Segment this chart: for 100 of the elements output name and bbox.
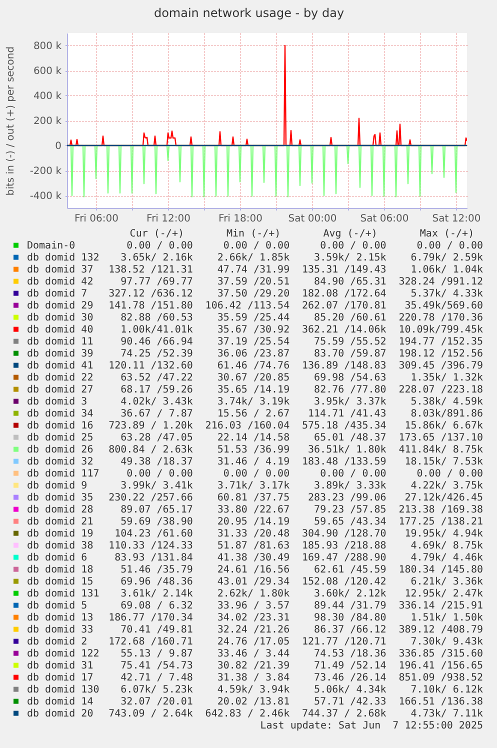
y-tick-label: -400 k (30, 191, 62, 202)
text: 3.60k/ 2.12k (314, 588, 386, 600)
text: 84.90 /65.31 (314, 276, 386, 288)
x-tick-label: Fri 18:00 (218, 214, 262, 224)
legend-label: db domid 40 (27, 324, 94, 336)
text: 172.68 /160.71 (108, 636, 193, 648)
text: 309.45 /396.79 (398, 360, 483, 372)
text: 97.77 /69.77 (120, 276, 193, 288)
text: 22.14 /14.58 (217, 432, 290, 444)
text: 110.33 /124.33 (108, 540, 193, 552)
text: 5.37k/ 4.33k (410, 288, 483, 300)
text: 4.69k/ 8.75k (410, 540, 483, 552)
text: 83.93 /131.84 (114, 552, 193, 564)
text: 68.17 /59.26 (120, 384, 193, 396)
text: 59.69 /38.90 (120, 516, 193, 528)
text: 328.24 /991.12 (398, 276, 483, 288)
text: 65.01 /48.37 (314, 432, 386, 444)
text: 85.20 /60.61 (314, 312, 386, 324)
legend-label: db domid 37 (27, 264, 94, 276)
text: 71.49 /52.14 (314, 660, 386, 672)
text: 4.22k/ 3.75k (410, 480, 483, 492)
text: 1.00k/41.01k (120, 324, 193, 336)
text: 304.90 /128.70 (302, 528, 386, 540)
legend-label: db domid 22 (27, 372, 94, 384)
legend-label: db domid 20 (27, 708, 94, 720)
text: 37.19 /25.54 (217, 336, 290, 348)
legend-label: db domid 19 (27, 528, 94, 540)
text: 0.00 / 0.00 (320, 468, 386, 480)
legend-label: db domid 42 (27, 276, 94, 288)
text: Cur (-/+) (130, 228, 184, 240)
text: 362.21 /14.06k (302, 324, 386, 336)
legend-label: db domid 13 (27, 612, 94, 624)
text: 35.67 /30.92 (217, 324, 290, 336)
legend-label: db domid 26 (27, 444, 94, 456)
text: 194.77 /152.35 (398, 336, 483, 348)
text: 41.38 /30.49 (217, 552, 290, 564)
text: 3.89k/ 3.33k (314, 480, 386, 492)
text: 121.77 /120.71 (302, 636, 386, 648)
y-tick-label: -200 k (30, 166, 62, 177)
legend-label: db domid 3 (27, 396, 88, 408)
text: 60.81 /37.75 (217, 492, 290, 504)
legend-label: db domid 25 (27, 432, 94, 444)
text: 63.28 /47.05 (120, 432, 193, 444)
text: 185.93 /218.88 (302, 540, 386, 552)
text: 74.25 /52.39 (120, 348, 193, 360)
legend-label: db domid 130 (27, 684, 100, 696)
text: 33.96 / 3.57 (217, 600, 290, 612)
text: 35.59 /25.44 (217, 312, 290, 324)
text: 220.78 /170.36 (398, 312, 483, 324)
text: 7.30k/ 9.43k (410, 636, 483, 648)
legend-label: db domid 9 (27, 480, 88, 492)
text: 182.08 /172.64 (302, 288, 386, 300)
text: 0.00 / 0.00 (126, 468, 193, 480)
text: 62.61 /45.59 (314, 564, 386, 576)
text: 49.38 /18.37 (120, 456, 193, 468)
legend-label: db domid 11 (27, 336, 94, 348)
text: 32.07 /20.01 (120, 696, 193, 708)
text: 5.06k/ 4.34k (314, 684, 386, 696)
text: 90.46 /66.94 (120, 336, 193, 348)
legend-label: db domid 35 (27, 492, 94, 504)
text: 411.84k/ 8.75k (398, 444, 483, 456)
text: 4.79k/ 4.46k (410, 552, 483, 564)
text: 86.37 /66.12 (314, 624, 386, 636)
text: 228.07 /223.18 (398, 384, 483, 396)
text: 166.51 /136.38 (398, 696, 483, 708)
text: 169.47 /288.90 (302, 552, 386, 564)
text: 19.95k/ 4.94k (404, 528, 483, 540)
text: 32.24 /21.26 (217, 624, 290, 636)
legend-label: db domid 33 (27, 624, 94, 636)
text: 106.42 /113.54 (205, 300, 290, 312)
text: 42.71 / 7.48 (120, 672, 193, 684)
text: 73.46 /26.14 (314, 672, 386, 684)
text: 47.74 /31.99 (217, 264, 290, 276)
legend-label: db domid 39 (27, 348, 94, 360)
text: 136.89 /148.83 (302, 360, 386, 372)
text: 51.46 /35.79 (120, 564, 193, 576)
legend-label: db domid 131 (27, 588, 100, 600)
text: 177.25 /138.21 (398, 516, 483, 528)
text: 0.00 / 0.00 (126, 240, 193, 252)
legend-label: db domid 14 (27, 696, 94, 708)
text: 24.61 /16.56 (217, 564, 290, 576)
y-axis-title: bits in (-) / out (+) per second (6, 46, 16, 196)
text: 173.65 /137.10 (398, 432, 483, 444)
legend-label: db domid 27 (27, 384, 94, 396)
x-tick-label: Sat 06:00 (360, 214, 409, 224)
text: 0.00 / 0.00 (416, 240, 483, 252)
legend-label: db domid 34 (27, 408, 94, 420)
text: 575.18 /435.34 (302, 420, 386, 432)
text: 389.12 /408.79 (398, 624, 483, 636)
text: 723.89 / 1.20k (108, 420, 193, 432)
text: 180.34 /145.80 (398, 564, 483, 576)
legend-label: db domid 16 (27, 420, 94, 432)
text: 6.79k/ 2.59k (410, 252, 483, 264)
text: 18.15k/ 7.53k (404, 456, 483, 468)
text: 3.65k/ 2.16k (120, 252, 193, 264)
legend-label: db domid 6 (27, 552, 88, 564)
text: 138.52 /121.31 (108, 264, 193, 276)
text: 6.21k/ 3.36k (410, 576, 483, 588)
legend-label: db domid 7 (27, 288, 88, 300)
text: 51.53 /36.99 (217, 444, 290, 456)
